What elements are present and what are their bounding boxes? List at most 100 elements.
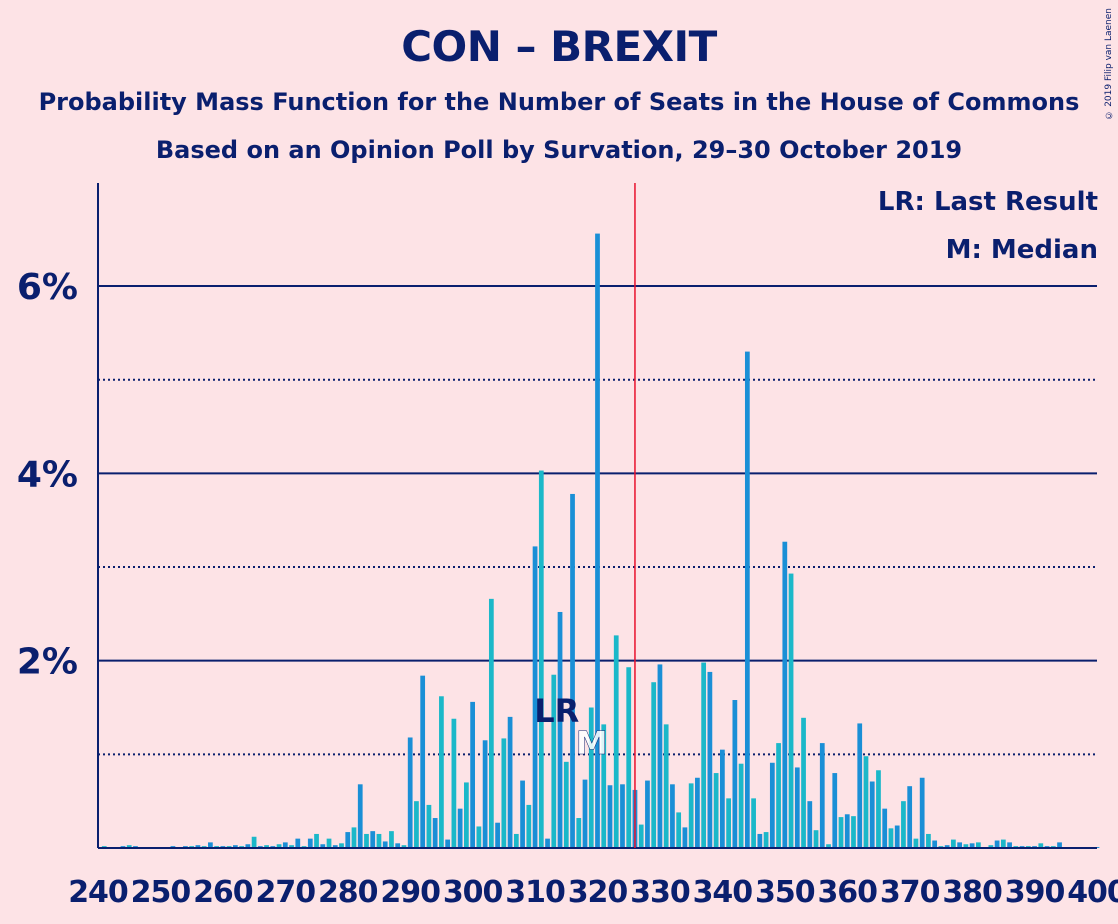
bar-seat-341 — [726, 798, 731, 848]
bar-seat-364 — [869, 781, 875, 848]
x-tick-labels: 240 250 260 270 280 290 300 310 320 330 340 350 360 3… — [68, 875, 1118, 910]
bar-seat-272 — [295, 838, 301, 848]
x-tick-label: 270 — [256, 875, 316, 910]
median-marker: M — [576, 724, 608, 762]
bar-seat-352 — [794, 767, 800, 848]
legend-entry: M: Median — [946, 235, 1098, 265]
bar-seat-365 — [876, 770, 881, 848]
bar-seat-267 — [264, 845, 269, 848]
bar-seat-330 — [657, 664, 663, 848]
bar-seat-350 — [782, 541, 788, 848]
x-tick-label: 370 — [880, 875, 940, 910]
bar-seat-381 — [975, 842, 981, 848]
bar-seat-372 — [919, 777, 925, 848]
bar-seat-349 — [776, 743, 781, 848]
bar-seat-304 — [495, 822, 500, 848]
bar-seat-262 — [232, 845, 238, 848]
x-tick-label: 300 — [443, 875, 503, 910]
x-tick-label: 280 — [318, 875, 378, 910]
bar-seat-334 — [682, 827, 688, 848]
bar-seat-313 — [551, 674, 557, 848]
bar-seat-256 — [195, 845, 201, 848]
bar-seat-360 — [844, 814, 850, 848]
bar-seat-318 — [582, 779, 588, 848]
bar-seat-353 — [801, 717, 806, 848]
bar-seat-280 — [345, 832, 351, 848]
bar-seat-378 — [957, 842, 963, 848]
bar-seat-384 — [994, 840, 1000, 848]
legend: LR: Last Result M: Median — [878, 187, 1098, 265]
bar-seat-302 — [482, 740, 488, 848]
bar-seat-265 — [251, 836, 257, 848]
bar-seat-283 — [364, 833, 369, 848]
chart-subtitle-2: Based on an Opinion Poll by Survation, 2… — [155, 136, 963, 164]
bar-seat-270 — [282, 842, 288, 848]
bar-seat-359 — [838, 817, 844, 848]
bar-seat-394 — [1057, 842, 1062, 848]
x-tick-label: 320 — [568, 875, 628, 910]
bar-seat-279 — [339, 843, 344, 848]
bar-seat-358 — [832, 773, 838, 848]
bar-seat-317 — [576, 818, 582, 848]
x-tick-label: 310 — [505, 875, 565, 910]
bar-seat-289 — [401, 845, 407, 848]
bar-seat-357 — [826, 844, 831, 848]
bar-seat-337 — [701, 662, 707, 848]
bar-seat-277 — [326, 838, 332, 848]
bar-seat-346 — [757, 833, 763, 848]
bar-seat-310 — [532, 546, 538, 848]
chart-subtitle-1: Probability Mass Function for the Number… — [38, 88, 1080, 116]
bar-seat-356 — [819, 743, 825, 848]
bar-seat-351 — [788, 573, 794, 848]
bar-seat-340 — [720, 749, 725, 848]
bar-seat-324 — [620, 784, 625, 848]
bar-seat-332 — [670, 784, 675, 848]
bar-seat-373 — [926, 833, 931, 848]
bar-seat-319 — [588, 707, 594, 848]
bar-seat-288 — [395, 843, 401, 848]
bar-seat-370 — [907, 786, 913, 848]
bar-seat-299 — [464, 782, 469, 848]
bar-seat-316 — [570, 493, 575, 848]
bar-seat-290 — [407, 737, 413, 848]
bar-seat-327 — [638, 824, 644, 848]
bar-seat-281 — [351, 827, 357, 848]
bar-seat-321 — [601, 724, 607, 848]
bar-seat-338 — [707, 671, 713, 848]
bar-seat-306 — [507, 716, 513, 848]
bar-seat-371 — [913, 838, 919, 848]
bar-seat-312 — [545, 838, 550, 848]
bar-seat-380 — [969, 843, 975, 848]
bar-seat-287 — [389, 831, 394, 848]
bar-seat-345 — [751, 798, 756, 848]
bar-seat-292 — [420, 675, 426, 848]
bar-seat-386 — [1007, 842, 1012, 848]
chart-title: CON – BREXIT — [401, 22, 717, 71]
bar-seat-323 — [613, 635, 619, 848]
y-tick-label: 2% — [17, 642, 78, 683]
bar-seat-269 — [276, 844, 282, 848]
bar-seat-278 — [332, 845, 338, 848]
annotations: LRM — [534, 692, 608, 762]
bar-seat-343 — [738, 763, 744, 848]
bar-seat-305 — [501, 738, 507, 848]
x-tick-label: 390 — [1005, 875, 1065, 910]
bar-seat-309 — [526, 804, 532, 848]
x-tick-label: 290 — [380, 875, 440, 910]
x-tick-label: 260 — [193, 875, 253, 910]
bar-seat-362 — [857, 723, 863, 848]
bar-seat-300 — [470, 701, 475, 848]
bar-seat-369 — [901, 801, 906, 848]
bar-seat-301 — [476, 826, 482, 848]
bar-seat-315 — [563, 761, 569, 848]
bar-seat-377 — [951, 839, 956, 848]
bar-seat-331 — [663, 724, 669, 848]
bar-seat-376 — [944, 845, 950, 848]
bar-seat-363 — [863, 756, 869, 848]
bar-seat-344 — [744, 351, 750, 848]
bar-seat-368 — [894, 825, 900, 848]
x-tick-label: 340 — [693, 875, 753, 910]
axes — [97, 183, 1097, 849]
x-tick-label: 350 — [755, 875, 815, 910]
